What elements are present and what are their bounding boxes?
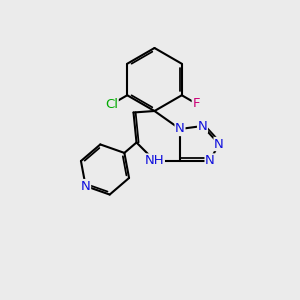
Text: NH: NH [145, 154, 164, 167]
Text: N: N [198, 119, 207, 133]
Text: N: N [205, 154, 215, 167]
Text: N: N [214, 137, 224, 151]
Text: F: F [192, 97, 200, 110]
Text: N: N [81, 180, 91, 193]
Text: Cl: Cl [105, 98, 118, 111]
Text: N: N [175, 122, 185, 136]
